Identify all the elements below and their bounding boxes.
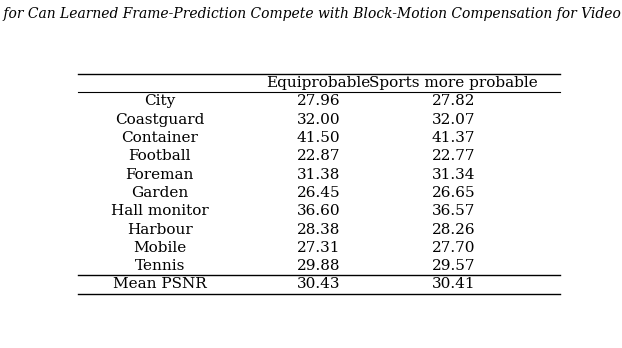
- Text: 27.31: 27.31: [297, 241, 340, 255]
- Text: 29.88: 29.88: [297, 259, 340, 273]
- Text: Figure 2 for Can Learned Frame-Prediction Compete with Block-Motion Compensation: Figure 2 for Can Learned Frame-Predictio…: [0, 7, 622, 21]
- Text: 27.70: 27.70: [432, 241, 475, 255]
- Text: Mobile: Mobile: [133, 241, 187, 255]
- Text: Football: Football: [129, 149, 191, 163]
- Text: 28.38: 28.38: [297, 223, 340, 237]
- Text: 26.45: 26.45: [297, 186, 341, 200]
- Text: Sports more probable: Sports more probable: [369, 76, 538, 90]
- Text: 36.60: 36.60: [297, 204, 341, 218]
- Text: Hall monitor: Hall monitor: [111, 204, 208, 218]
- Text: Mean PSNR: Mean PSNR: [113, 277, 207, 292]
- Text: 22.87: 22.87: [297, 149, 340, 163]
- Text: 36.57: 36.57: [432, 204, 475, 218]
- Text: 28.26: 28.26: [432, 223, 476, 237]
- Text: 27.96: 27.96: [297, 94, 341, 108]
- Text: Harbour: Harbour: [127, 223, 193, 237]
- Text: 30.43: 30.43: [297, 277, 340, 292]
- Text: 32.00: 32.00: [297, 113, 341, 127]
- Text: 31.34: 31.34: [432, 168, 475, 182]
- Text: Foreman: Foreman: [126, 168, 194, 182]
- Text: 29.57: 29.57: [432, 259, 475, 273]
- Text: City: City: [144, 94, 175, 108]
- Text: 30.41: 30.41: [432, 277, 476, 292]
- Text: Tennis: Tennis: [134, 259, 185, 273]
- Text: Equiprobable: Equiprobable: [267, 76, 371, 90]
- Text: 41.50: 41.50: [297, 131, 341, 145]
- Text: Garden: Garden: [131, 186, 188, 200]
- Text: 27.82: 27.82: [432, 94, 475, 108]
- Text: 26.65: 26.65: [432, 186, 476, 200]
- Text: 32.07: 32.07: [432, 113, 475, 127]
- Text: 41.37: 41.37: [432, 131, 475, 145]
- Text: Coastguard: Coastguard: [115, 113, 205, 127]
- Text: 31.38: 31.38: [297, 168, 340, 182]
- Text: Container: Container: [121, 131, 198, 145]
- Text: 22.77: 22.77: [432, 149, 475, 163]
